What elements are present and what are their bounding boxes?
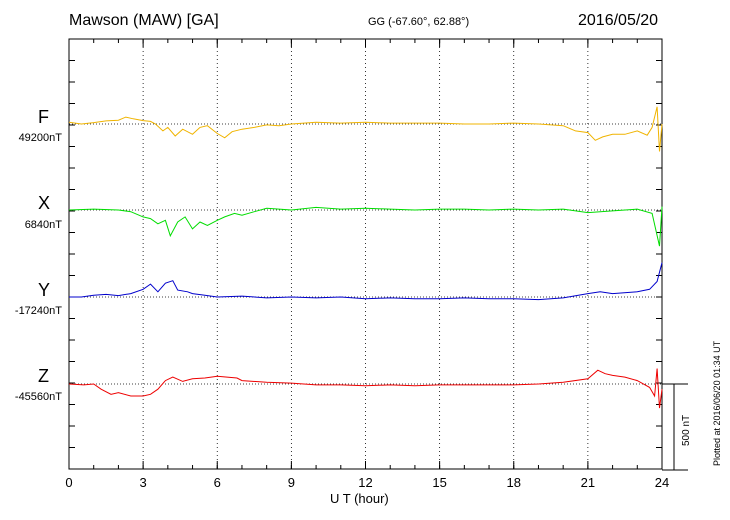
x-tick-label: 6	[214, 475, 221, 490]
series-label-x: X	[38, 193, 51, 213]
series-label-y: Y	[38, 280, 51, 300]
x-axis-label: U T (hour)	[330, 491, 389, 506]
x-tick-label: 21	[581, 475, 595, 490]
series-line-y	[69, 262, 663, 301]
x-tick-label: 9	[288, 475, 295, 490]
x-tick-label: 0	[65, 475, 72, 490]
series-label-z: Z	[38, 366, 49, 386]
station-title: Mawson (MAW) [GA]	[69, 12, 219, 29]
series-baseline-f: 49200nT	[18, 132, 62, 144]
series-lines	[68, 106, 663, 409]
x-tick-labels: 0 3 6 9 12 15 18 21 24	[65, 475, 669, 490]
series-baseline-z: -45560nT	[14, 391, 62, 403]
axis-ticks	[68, 38, 663, 470]
scale-bar-label: 500 nT	[681, 414, 692, 446]
coordinates-label: GG (-67.60°, 62.88°)	[368, 16, 470, 28]
plotted-timestamp: Plotted at 2016/06/20 01:34 UT	[712, 340, 722, 466]
series-label-f: F	[38, 107, 49, 127]
series-line-z	[68, 368, 663, 409]
series-baseline-y: -17240nT	[14, 305, 62, 317]
series-baseline-x: 6840nT	[24, 219, 62, 231]
x-tick-label: 15	[432, 475, 446, 490]
series-line-x	[68, 206, 663, 247]
scale-bar	[662, 383, 688, 471]
x-tick-label: 12	[358, 475, 372, 490]
time-gridlines	[142, 39, 589, 469]
x-tick-label: 3	[140, 475, 147, 490]
x-tick-label: 24	[655, 475, 669, 490]
date-label: 2016/05/20	[578, 12, 659, 29]
series-line-f	[68, 106, 663, 152]
x-tick-label: 18	[507, 475, 521, 490]
